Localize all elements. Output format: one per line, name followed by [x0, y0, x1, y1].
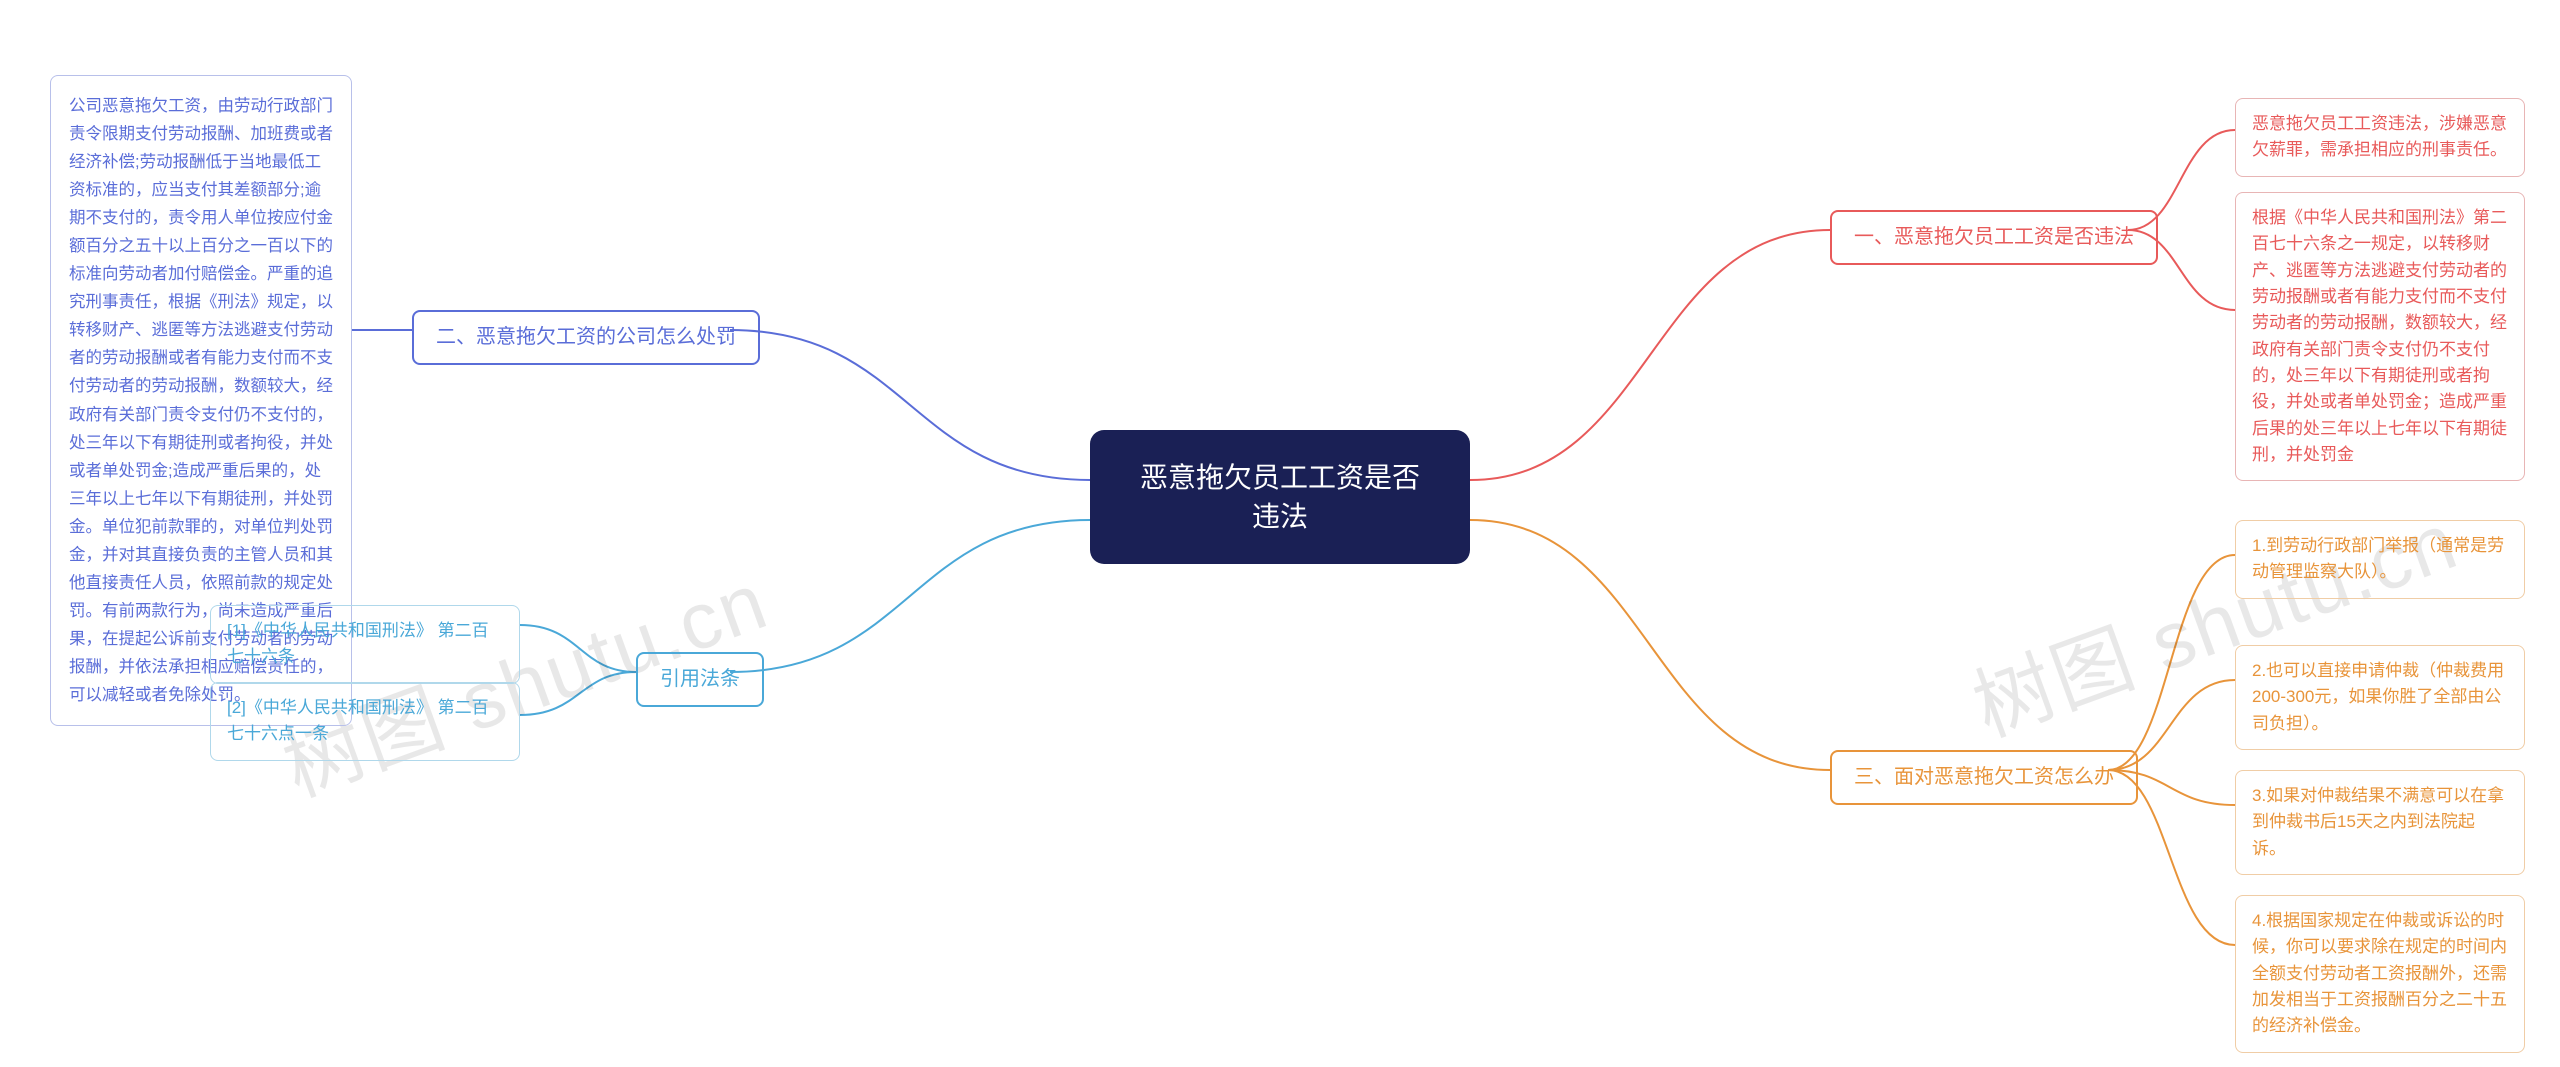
branch-1[interactable]: 一、恶意拖欠员工工资是否违法 — [1830, 210, 2158, 265]
branch-4-leaf-2[interactable]: [2]《中华人民共和国刑法》 第二百七十六点一条 — [210, 682, 520, 761]
mindmap-canvas: 树图 shutu.cn 树图 shutu.cn 恶意拖欠员工工资是否违法 一、恶… — [0, 0, 2560, 1067]
branch-3-leaf-4[interactable]: 4.根据国家规定在仲裁或诉讼的时候，你可以要求除在规定的时间内全额支付劳动者工资… — [2235, 895, 2525, 1053]
branch-1-leaf-1[interactable]: 恶意拖欠员工工资违法，涉嫌恶意欠薪罪，需承担相应的刑事责任。 — [2235, 98, 2525, 177]
root-node[interactable]: 恶意拖欠员工工资是否违法 — [1090, 430, 1470, 564]
branch-3-leaf-3[interactable]: 3.如果对仲裁结果不满意可以在拿到仲裁书后15天之内到法院起诉。 — [2235, 770, 2525, 875]
branch-3-leaf-1[interactable]: 1.到劳动行政部门举报（通常是劳动管理监察大队）。 — [2235, 520, 2525, 599]
branch-3[interactable]: 三、面对恶意拖欠工资怎么办 — [1830, 750, 2138, 805]
branch-4[interactable]: 引用法条 — [636, 652, 764, 707]
branch-4-leaf-1[interactable]: [1]《中华人民共和国刑法》 第二百七十六条 — [210, 605, 520, 684]
branch-2[interactable]: 二、恶意拖欠工资的公司怎么处罚 — [412, 310, 760, 365]
branch-1-leaf-2[interactable]: 根据《中华人民共和国刑法》第二百七十六条之一规定，以转移财产、逃匿等方法逃避支付… — [2235, 192, 2525, 481]
branch-3-leaf-2[interactable]: 2.也可以直接申请仲裁（仲裁费用200-300元，如果你胜了全部由公司负担）。 — [2235, 645, 2525, 750]
